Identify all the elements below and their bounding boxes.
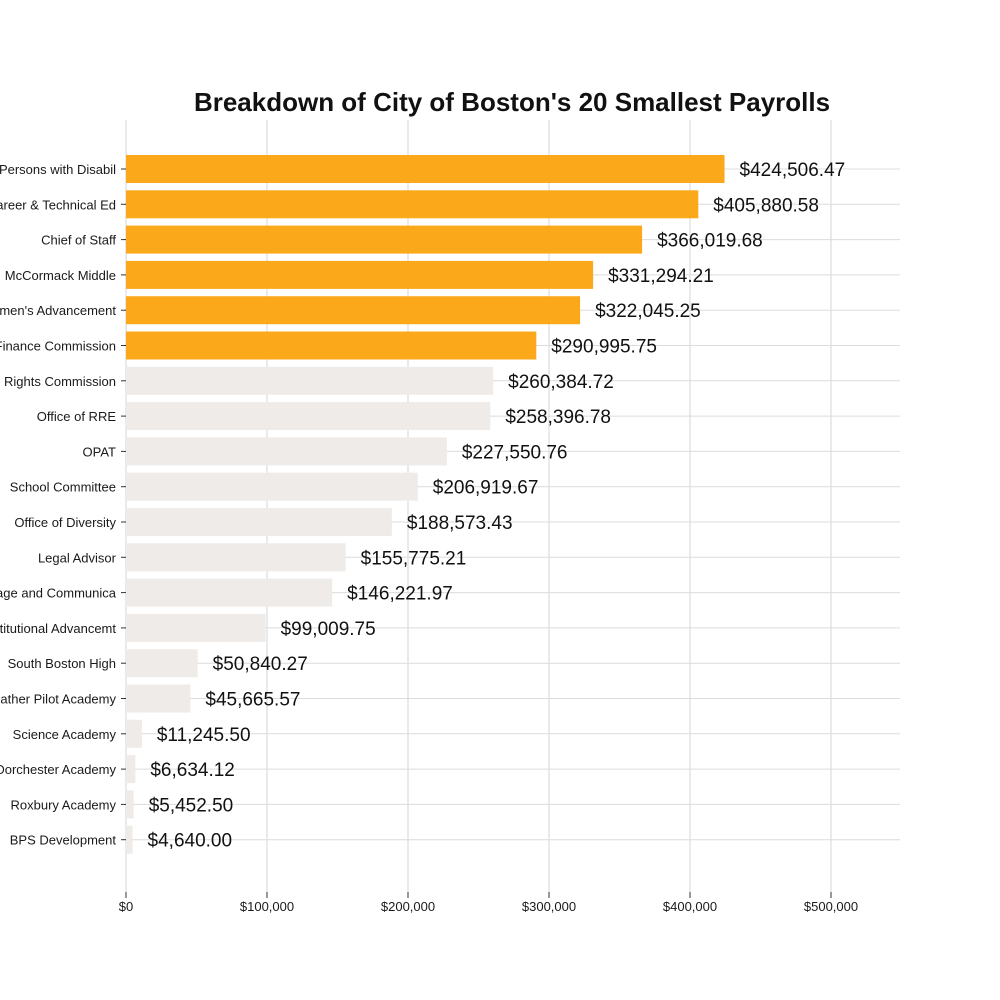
value-label: $206,919.67 (433, 478, 539, 499)
category-label: Persons with Disabil (0, 162, 116, 177)
category-label: Human Rights Commission (0, 374, 116, 389)
value-label: $405,880.58 (713, 195, 819, 216)
value-label: $45,665.57 (205, 690, 300, 711)
value-label: $4,640.00 (148, 831, 233, 852)
category-label: Women's Advancement (0, 303, 116, 318)
category-label: Science Academy (13, 727, 117, 742)
value-label: $424,506.47 (740, 160, 846, 181)
bar (126, 437, 447, 466)
value-label: $50,840.27 (213, 654, 308, 675)
bar (126, 578, 333, 607)
category-label: Chief of Staff (41, 233, 116, 248)
value-label: $6,634.12 (150, 760, 235, 781)
value-label: $227,550.76 (462, 442, 568, 463)
category-label: BPS Development (10, 833, 117, 848)
category-label: School Committee (10, 480, 116, 495)
value-label: $188,573.43 (407, 513, 513, 534)
value-label: $155,775.21 (361, 548, 467, 569)
bar (126, 472, 418, 501)
bar (126, 825, 133, 854)
bar (126, 755, 136, 784)
bars (126, 155, 725, 854)
category-label: Legal Advisor (38, 550, 117, 565)
category-label: McCormack Middle (5, 268, 116, 283)
value-label: $99,009.75 (281, 619, 376, 640)
category-label: OPAT (83, 444, 117, 459)
x-tick-label: $500,000 (804, 899, 858, 914)
x-tick-label: $400,000 (663, 899, 717, 914)
value-label: $366,019.68 (657, 231, 763, 252)
bar (126, 790, 134, 819)
category-label: Office of Diversity (14, 515, 116, 530)
category-label: Institutional Advancemt (0, 621, 116, 636)
value-label: $11,245.50 (157, 725, 251, 746)
bar (126, 155, 725, 183)
category-label: Finance Commission (0, 339, 116, 354)
bar (126, 366, 494, 395)
value-label: $331,294.21 (608, 266, 714, 287)
x-tick-label: $0 (119, 899, 133, 914)
value-labels: $424,506.47 $405,880.58 $366,019.68 $331,29… (148, 160, 846, 852)
bar (126, 402, 491, 431)
value-label: $260,384.72 (508, 372, 614, 393)
value-label: $258,396.78 (505, 407, 611, 428)
value-label: $5,452.50 (149, 795, 234, 816)
category-label: Office of RRE (37, 409, 117, 424)
category-label: Language and Communica (0, 586, 117, 601)
x-tick-label: $200,000 (381, 899, 435, 914)
bar (126, 508, 392, 536)
category-label: Dorchester Academy (0, 762, 116, 777)
value-label: $322,045.25 (595, 301, 701, 322)
bar (126, 190, 699, 219)
bar (126, 719, 142, 748)
category-label: Roxbury Academy (11, 797, 117, 812)
x-tick-label: $300,000 (522, 899, 576, 914)
chart-title: Breakdown of City of Boston's 20 Smalles… (194, 87, 830, 117)
category-label: Career & Technical Ed (0, 197, 116, 212)
bar (126, 649, 198, 678)
bar (126, 260, 594, 289)
value-label: $290,995.75 (551, 337, 657, 358)
category-label: Mather Pilot Academy (0, 692, 116, 707)
value-label: $146,221.97 (347, 584, 453, 605)
bar (126, 684, 191, 713)
x-axis: $0 $100,000 $200,000 $300,000 $400,000 $500,0… (119, 168, 858, 914)
x-tick-label: $100,000 (240, 899, 294, 914)
bar (126, 543, 346, 572)
category-label: South Boston High (8, 656, 116, 671)
bar (126, 296, 581, 325)
bar (126, 331, 537, 360)
category-labels: Persons with Disabil Career & Technical E… (0, 162, 117, 848)
bar (126, 225, 643, 254)
bar (126, 613, 266, 642)
